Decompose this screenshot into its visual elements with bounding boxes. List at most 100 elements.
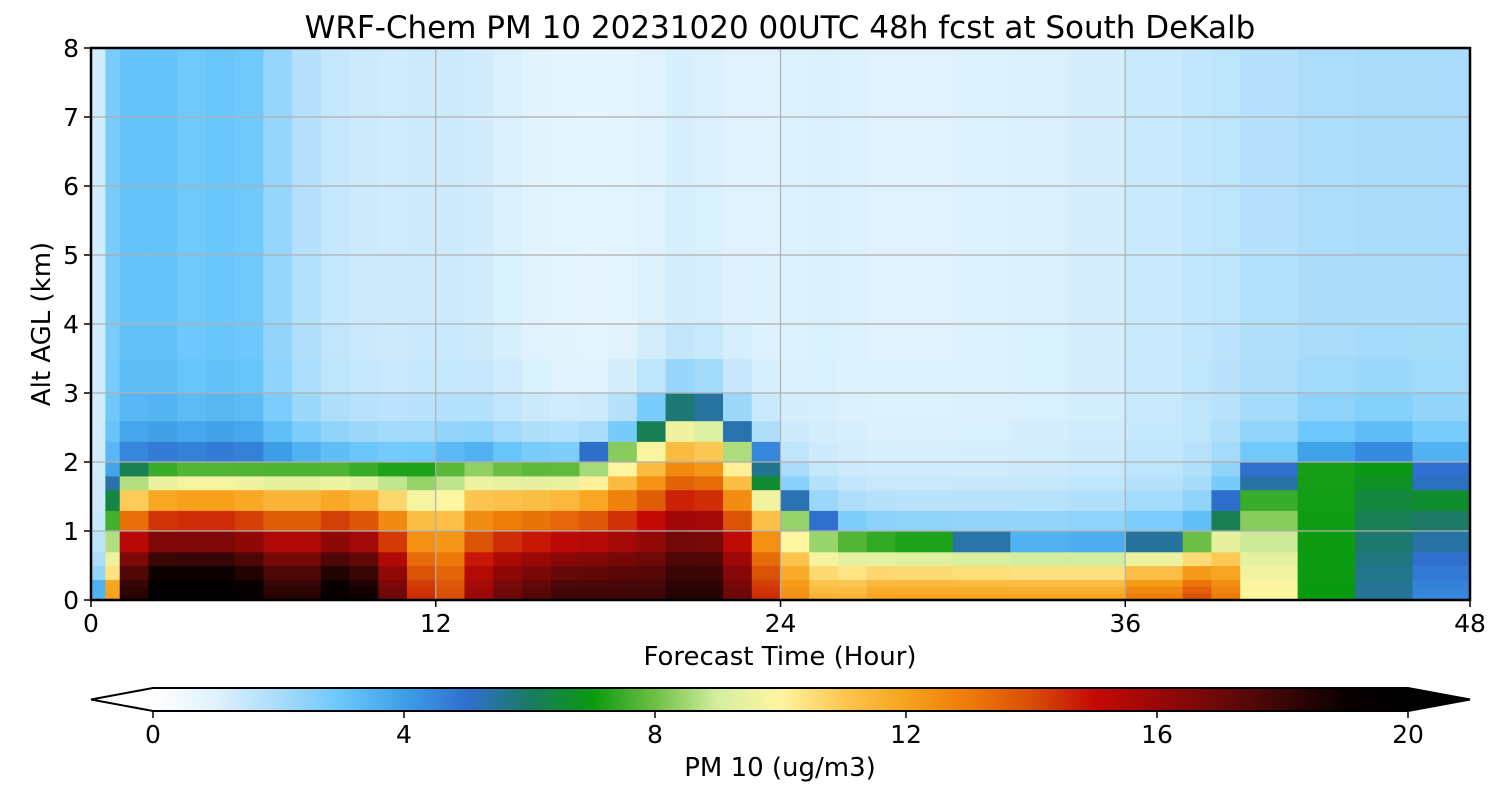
- heatmap-cell: [205, 475, 236, 491]
- heatmap-cell: [751, 324, 782, 360]
- heatmap-cell: [1297, 186, 1356, 256]
- heatmap-cell: [866, 324, 897, 360]
- heatmap-cell: [119, 393, 150, 422]
- heatmap-cell: [1240, 475, 1299, 491]
- heatmap-cell: [1240, 510, 1299, 532]
- heatmap-cell: [694, 565, 724, 580]
- heatmap-cell: [292, 586, 322, 594]
- heatmap-cell: [464, 441, 494, 463]
- heatmap-cell: [148, 420, 178, 442]
- heatmap-cell: [148, 462, 178, 477]
- heatmap-cell: [148, 531, 178, 553]
- heatmap-cell: [205, 48, 236, 118]
- heatmap-cell: [177, 475, 207, 491]
- heatmap-cell: [1412, 579, 1470, 587]
- heatmap-cell: [521, 565, 552, 580]
- heatmap-cell: [751, 186, 782, 256]
- heatmap-cell: [177, 579, 207, 587]
- heatmap-cell: [493, 324, 523, 360]
- heatmap-cell: [1355, 48, 1414, 118]
- heatmap-cell: [809, 462, 839, 477]
- heatmap-cell: [234, 420, 264, 442]
- heatmap-cell: [780, 441, 810, 463]
- heatmap-cell: [1355, 117, 1414, 187]
- heatmap-cell: [780, 420, 810, 442]
- heatmap-cell: [205, 489, 236, 511]
- heatmap-cell: [435, 551, 466, 567]
- heatmap-cell: [952, 565, 1011, 580]
- heatmap-cell: [866, 475, 897, 491]
- heatmap-cell: [205, 586, 236, 594]
- heatmap-cell: [1355, 565, 1414, 580]
- heatmap-cell: [205, 393, 236, 422]
- y-axis: 0 1 2 3 4 5 6 7 8: [63, 34, 91, 615]
- heatmap-cell: [809, 489, 839, 511]
- heatmap-cell: [1010, 393, 1069, 422]
- heatmap-cell: [464, 579, 494, 587]
- heatmap-cell: [177, 593, 207, 600]
- heatmap-cell: [952, 462, 1011, 477]
- colorbar-tick-label: 0: [145, 720, 161, 749]
- heatmap-cell: [866, 462, 897, 477]
- heatmap-cell: [665, 489, 695, 511]
- heatmap-cell: [1240, 593, 1299, 600]
- heatmap-cell: [751, 586, 782, 594]
- heatmap-cell: [694, 593, 724, 600]
- heatmap-cell: [320, 531, 351, 553]
- heatmap-cell: [636, 510, 667, 532]
- heatmap-cell: [105, 579, 121, 587]
- heatmap-cell: [579, 593, 609, 600]
- heatmap-cell: [780, 186, 810, 256]
- heatmap-cell: [148, 324, 178, 360]
- heatmap-cell: [636, 358, 667, 394]
- colorbar-label: PM 10 (ug/m3): [684, 753, 876, 783]
- heatmap-cell: [837, 462, 868, 477]
- heatmap-cell: [205, 186, 236, 256]
- heatmap-cell: [435, 531, 466, 553]
- heatmap-cell: [407, 117, 437, 187]
- heatmap-cell: [1067, 358, 1126, 394]
- heatmap-cell: [1067, 586, 1126, 594]
- heatmap-cell: [148, 586, 178, 594]
- heatmap-cell: [407, 441, 437, 463]
- heatmap-cell: [1067, 565, 1126, 580]
- heatmap-cell: [550, 475, 580, 491]
- heatmap-cell: [1182, 579, 1213, 587]
- heatmap-cell: [521, 551, 552, 567]
- heatmap-cell: [1412, 510, 1470, 532]
- heatmap-cell: [665, 358, 695, 394]
- heatmap-cell: [349, 186, 379, 256]
- heatmap-cell: [809, 117, 839, 187]
- colorbar: [90, 687, 1471, 712]
- heatmap-cell: [665, 420, 695, 442]
- heatmap-cell: [521, 186, 552, 256]
- heatmap-cell: [952, 586, 1011, 594]
- heatmap-cell: [1240, 324, 1299, 360]
- heatmap-cell: [91, 393, 106, 422]
- heatmap-cell: [780, 510, 810, 532]
- heatmap-cell: [521, 579, 552, 587]
- heatmap-cell: [148, 48, 178, 118]
- heatmap-cell: [866, 117, 897, 187]
- heatmap-cell: [1010, 593, 1069, 600]
- heatmap-cell: [91, 489, 106, 511]
- heatmap-cell: [694, 393, 724, 422]
- heatmap-cell: [435, 565, 466, 580]
- heatmap-cell: [780, 489, 810, 511]
- heatmap-cell: [780, 565, 810, 580]
- heatmap-cell: [895, 593, 954, 600]
- heatmap-cell: [234, 117, 264, 187]
- heatmap-cell: [1412, 475, 1470, 491]
- heatmap-cell: [723, 593, 753, 600]
- heatmap-cell: [636, 489, 667, 511]
- heatmap-cell: [1125, 531, 1184, 553]
- heatmap-cell: [435, 393, 466, 422]
- heatmap-cell: [1412, 462, 1470, 477]
- heatmap-cell: [665, 531, 695, 553]
- heatmap-cell: [723, 510, 753, 532]
- heatmap-cell: [866, 358, 897, 394]
- heatmap-cell: [1010, 324, 1069, 360]
- heatmap-cell: [1355, 593, 1414, 600]
- heatmap-cell: [1182, 475, 1213, 491]
- heatmap-cell: [234, 551, 264, 567]
